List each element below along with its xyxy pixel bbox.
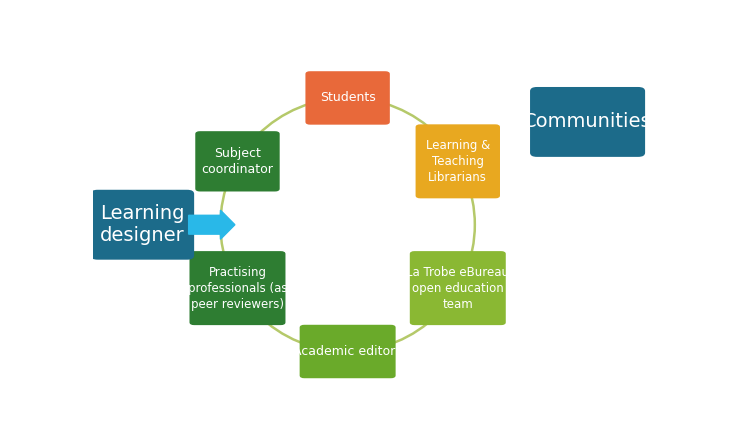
FancyBboxPatch shape: [410, 251, 506, 325]
Text: Practising
professionals (as
peer reviewers): Practising professionals (as peer review…: [188, 266, 287, 311]
Text: Learning
designer: Learning designer: [100, 204, 185, 245]
FancyBboxPatch shape: [530, 87, 645, 157]
FancyBboxPatch shape: [189, 251, 286, 325]
Text: Students: Students: [320, 91, 375, 105]
Text: Learning &
Teaching
Librarians: Learning & Teaching Librarians: [426, 139, 490, 184]
FancyBboxPatch shape: [91, 190, 194, 260]
Text: Academic editors: Academic editors: [293, 345, 402, 358]
FancyBboxPatch shape: [300, 325, 395, 378]
Text: Subject
coordinator: Subject coordinator: [201, 147, 274, 176]
Text: La Trobe eBureau
open education
team: La Trobe eBureau open education team: [407, 266, 510, 311]
FancyBboxPatch shape: [416, 124, 500, 198]
FancyBboxPatch shape: [305, 71, 390, 125]
FancyBboxPatch shape: [195, 131, 280, 191]
Text: Communities: Communities: [523, 113, 652, 131]
FancyArrow shape: [189, 210, 235, 239]
